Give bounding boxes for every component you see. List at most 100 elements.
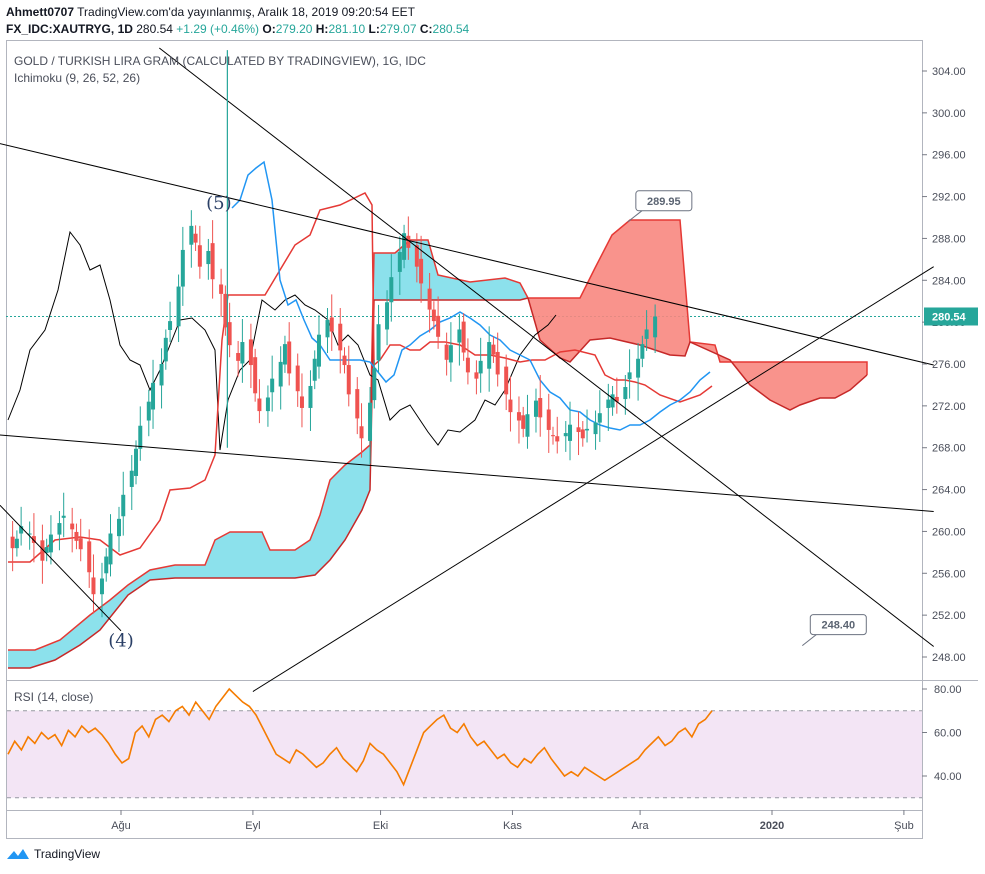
candle-down[interactable] (359, 426, 364, 439)
candle-up[interactable] (316, 334, 321, 367)
candle-down[interactable] (427, 288, 432, 310)
candle-down[interactable] (538, 398, 543, 418)
candle-down[interactable] (227, 322, 232, 346)
candle-down[interactable] (329, 317, 334, 332)
candle-up[interactable] (448, 345, 453, 363)
candle-up[interactable] (146, 401, 151, 421)
candle-down[interactable] (253, 357, 258, 394)
candle-up[interactable] (57, 523, 62, 535)
candle-down[interactable] (248, 339, 253, 366)
candle-down[interactable] (516, 412, 521, 421)
candle-up[interactable] (117, 518, 121, 537)
candle-down[interactable] (508, 399, 513, 413)
candle-down[interactable] (521, 415, 526, 429)
candle-up[interactable] (19, 526, 24, 534)
candle-up[interactable] (372, 368, 377, 401)
candle-up[interactable] (44, 547, 49, 553)
candle-down[interactable] (223, 293, 228, 328)
trendlines[interactable] (0, 47, 934, 692)
candle-up[interactable] (308, 385, 313, 408)
candle-down[interactable] (197, 245, 202, 267)
candle-up[interactable] (168, 321, 173, 330)
candle-up[interactable] (402, 233, 407, 260)
candle-up[interactable] (312, 358, 317, 381)
candle-up[interactable] (61, 515, 66, 518)
price-axis[interactable]: 304.00 300.00 296.00 292.00 288.00 284.00 280.… (922, 66, 978, 664)
candle-up[interactable] (163, 337, 168, 362)
candle-up[interactable] (180, 249, 185, 287)
candle-down[interactable] (299, 396, 304, 408)
candle-up[interactable] (385, 302, 390, 330)
candle-up[interactable] (176, 286, 181, 327)
candle-up[interactable] (159, 364, 164, 386)
candle-down[interactable] (414, 245, 419, 267)
candle-down[interactable] (546, 409, 551, 430)
candle-up[interactable] (533, 400, 538, 417)
candle-up[interactable] (282, 344, 287, 365)
candle-up[interactable] (48, 534, 53, 553)
candle-down[interactable] (342, 355, 347, 366)
candle-down[interactable] (78, 538, 83, 550)
rsi-pane[interactable]: 80.00 60.00 40.00 (7, 684, 962, 799)
candle-down[interactable] (346, 365, 351, 395)
trendline[interactable] (158, 47, 934, 647)
candle-down[interactable] (555, 436, 560, 442)
candle-up[interactable] (151, 382, 156, 410)
candle-down[interactable] (40, 540, 45, 561)
candle-up[interactable] (397, 252, 402, 272)
candle-up[interactable] (265, 397, 270, 412)
candle-up[interactable] (610, 394, 615, 408)
candle-up[interactable] (457, 329, 462, 343)
candle-up[interactable] (597, 413, 602, 423)
candle-up[interactable] (104, 556, 109, 574)
candle-up[interactable] (270, 378, 275, 393)
candle-up[interactable] (240, 342, 245, 364)
candle-down[interactable] (10, 536, 15, 549)
candle-down[interactable] (193, 233, 198, 243)
candle-down[interactable] (210, 243, 215, 280)
candle-down[interactable] (219, 284, 224, 294)
candle-up[interactable] (478, 360, 483, 374)
candle-up[interactable] (206, 250, 211, 265)
candle-up[interactable] (627, 372, 632, 380)
candle-down[interactable] (580, 429, 585, 439)
candle-up[interactable] (568, 424, 573, 441)
candle-down[interactable] (236, 353, 241, 361)
candle-down[interactable] (551, 435, 555, 437)
candle-up[interactable] (487, 342, 492, 369)
candle-up[interactable] (389, 277, 394, 303)
candle-up[interactable] (644, 329, 649, 339)
candle-up[interactable] (108, 533, 113, 565)
candle-down[interactable] (70, 523, 75, 530)
candle-down[interactable] (257, 398, 262, 412)
candlesticks[interactable] (10, 210, 658, 618)
candle-up[interactable] (134, 448, 139, 476)
candle-down[interactable] (31, 536, 36, 543)
candle-down[interactable] (461, 321, 466, 353)
candle-up[interactable] (99, 578, 104, 595)
candle-down[interactable] (406, 235, 411, 248)
candle-up[interactable] (14, 538, 19, 549)
candle-down[interactable] (465, 357, 470, 373)
time-axis[interactable]: Ağu Eyl Eki Kas Ara 2020 Şub (111, 810, 914, 832)
candle-up[interactable] (636, 358, 641, 378)
candle-down[interactable] (74, 531, 79, 541)
candle-down[interactable] (338, 323, 343, 351)
candle-up[interactable] (278, 361, 283, 387)
candle-down[interactable] (504, 366, 509, 395)
candle-down[interactable] (474, 372, 479, 379)
candle-down[interactable] (91, 577, 96, 595)
candle-down[interactable] (491, 344, 496, 355)
candle-down[interactable] (355, 389, 360, 419)
candle-up[interactable] (525, 414, 530, 437)
candle-down[interactable] (295, 365, 300, 392)
candle-down[interactable] (87, 541, 92, 573)
candle-up[interactable] (653, 316, 658, 338)
candle-up[interactable] (563, 433, 568, 437)
rsi-line[interactable] (7, 687, 713, 787)
candle-down[interactable] (436, 315, 441, 337)
candle-down[interactable] (419, 258, 424, 284)
candle-down[interactable] (444, 344, 449, 360)
candle-up[interactable] (121, 494, 126, 517)
